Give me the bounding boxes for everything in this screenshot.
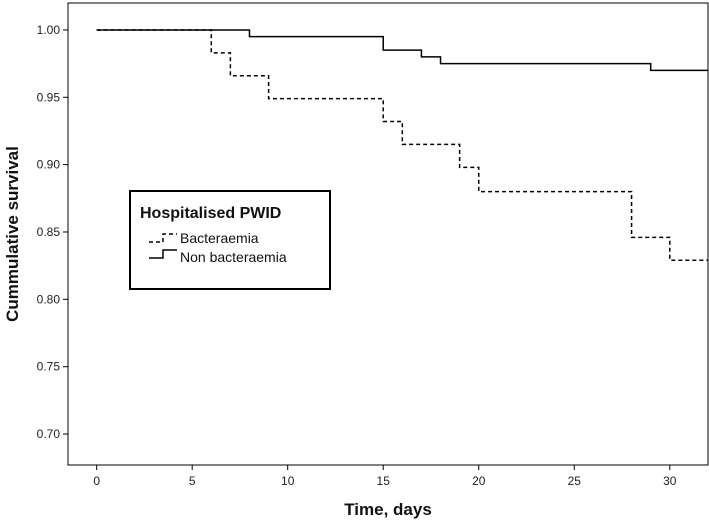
x-tick-label: 5 [189, 474, 196, 488]
legend-label-bacteraemia: Bacteraemia [180, 230, 259, 246]
x-tick-label: 10 [281, 474, 295, 488]
y-tick-label: 0.90 [37, 158, 61, 172]
y-tick-label: 0.75 [37, 360, 61, 374]
legend-swatch-bacteraemia [149, 233, 177, 243]
legend-swatch-non-bacteraemia [149, 249, 177, 259]
legend-title: Hospitalised PWID [140, 205, 281, 222]
x-axis-ticks: 0 5 10 15 20 25 30 [93, 465, 677, 488]
y-axis-ticks: 0.70 0.75 0.80 0.85 0.90 0.95 1.00 [37, 23, 68, 441]
x-tick-label: 0 [93, 474, 100, 488]
legend-box [129, 190, 331, 290]
x-tick-label: 30 [663, 474, 677, 488]
y-tick-label: 0.85 [37, 225, 61, 239]
y-tick-label: 1.00 [37, 23, 61, 37]
series-lines [96, 29, 708, 262]
y-tick-label: 0.95 [37, 90, 61, 104]
x-axis-title: Time, days [344, 500, 432, 519]
y-axis-title: Cummulative survival [3, 146, 22, 322]
x-tick-label: 20 [472, 474, 486, 488]
legend: Hospitalised PWID Bacteraemia Non bacter… [129, 190, 331, 290]
x-tick-label: 25 [568, 474, 582, 488]
y-tick-label: 0.70 [37, 427, 61, 441]
y-tick-label: 0.80 [37, 292, 61, 306]
legend-label-non-bacteraemia: Non bacteraemia [180, 249, 287, 265]
series-line-bacteraemia [96, 29, 708, 262]
x-tick-label: 15 [377, 474, 391, 488]
series-line-non-bacteraemia [96, 29, 708, 72]
plot-frame [67, 2, 709, 466]
